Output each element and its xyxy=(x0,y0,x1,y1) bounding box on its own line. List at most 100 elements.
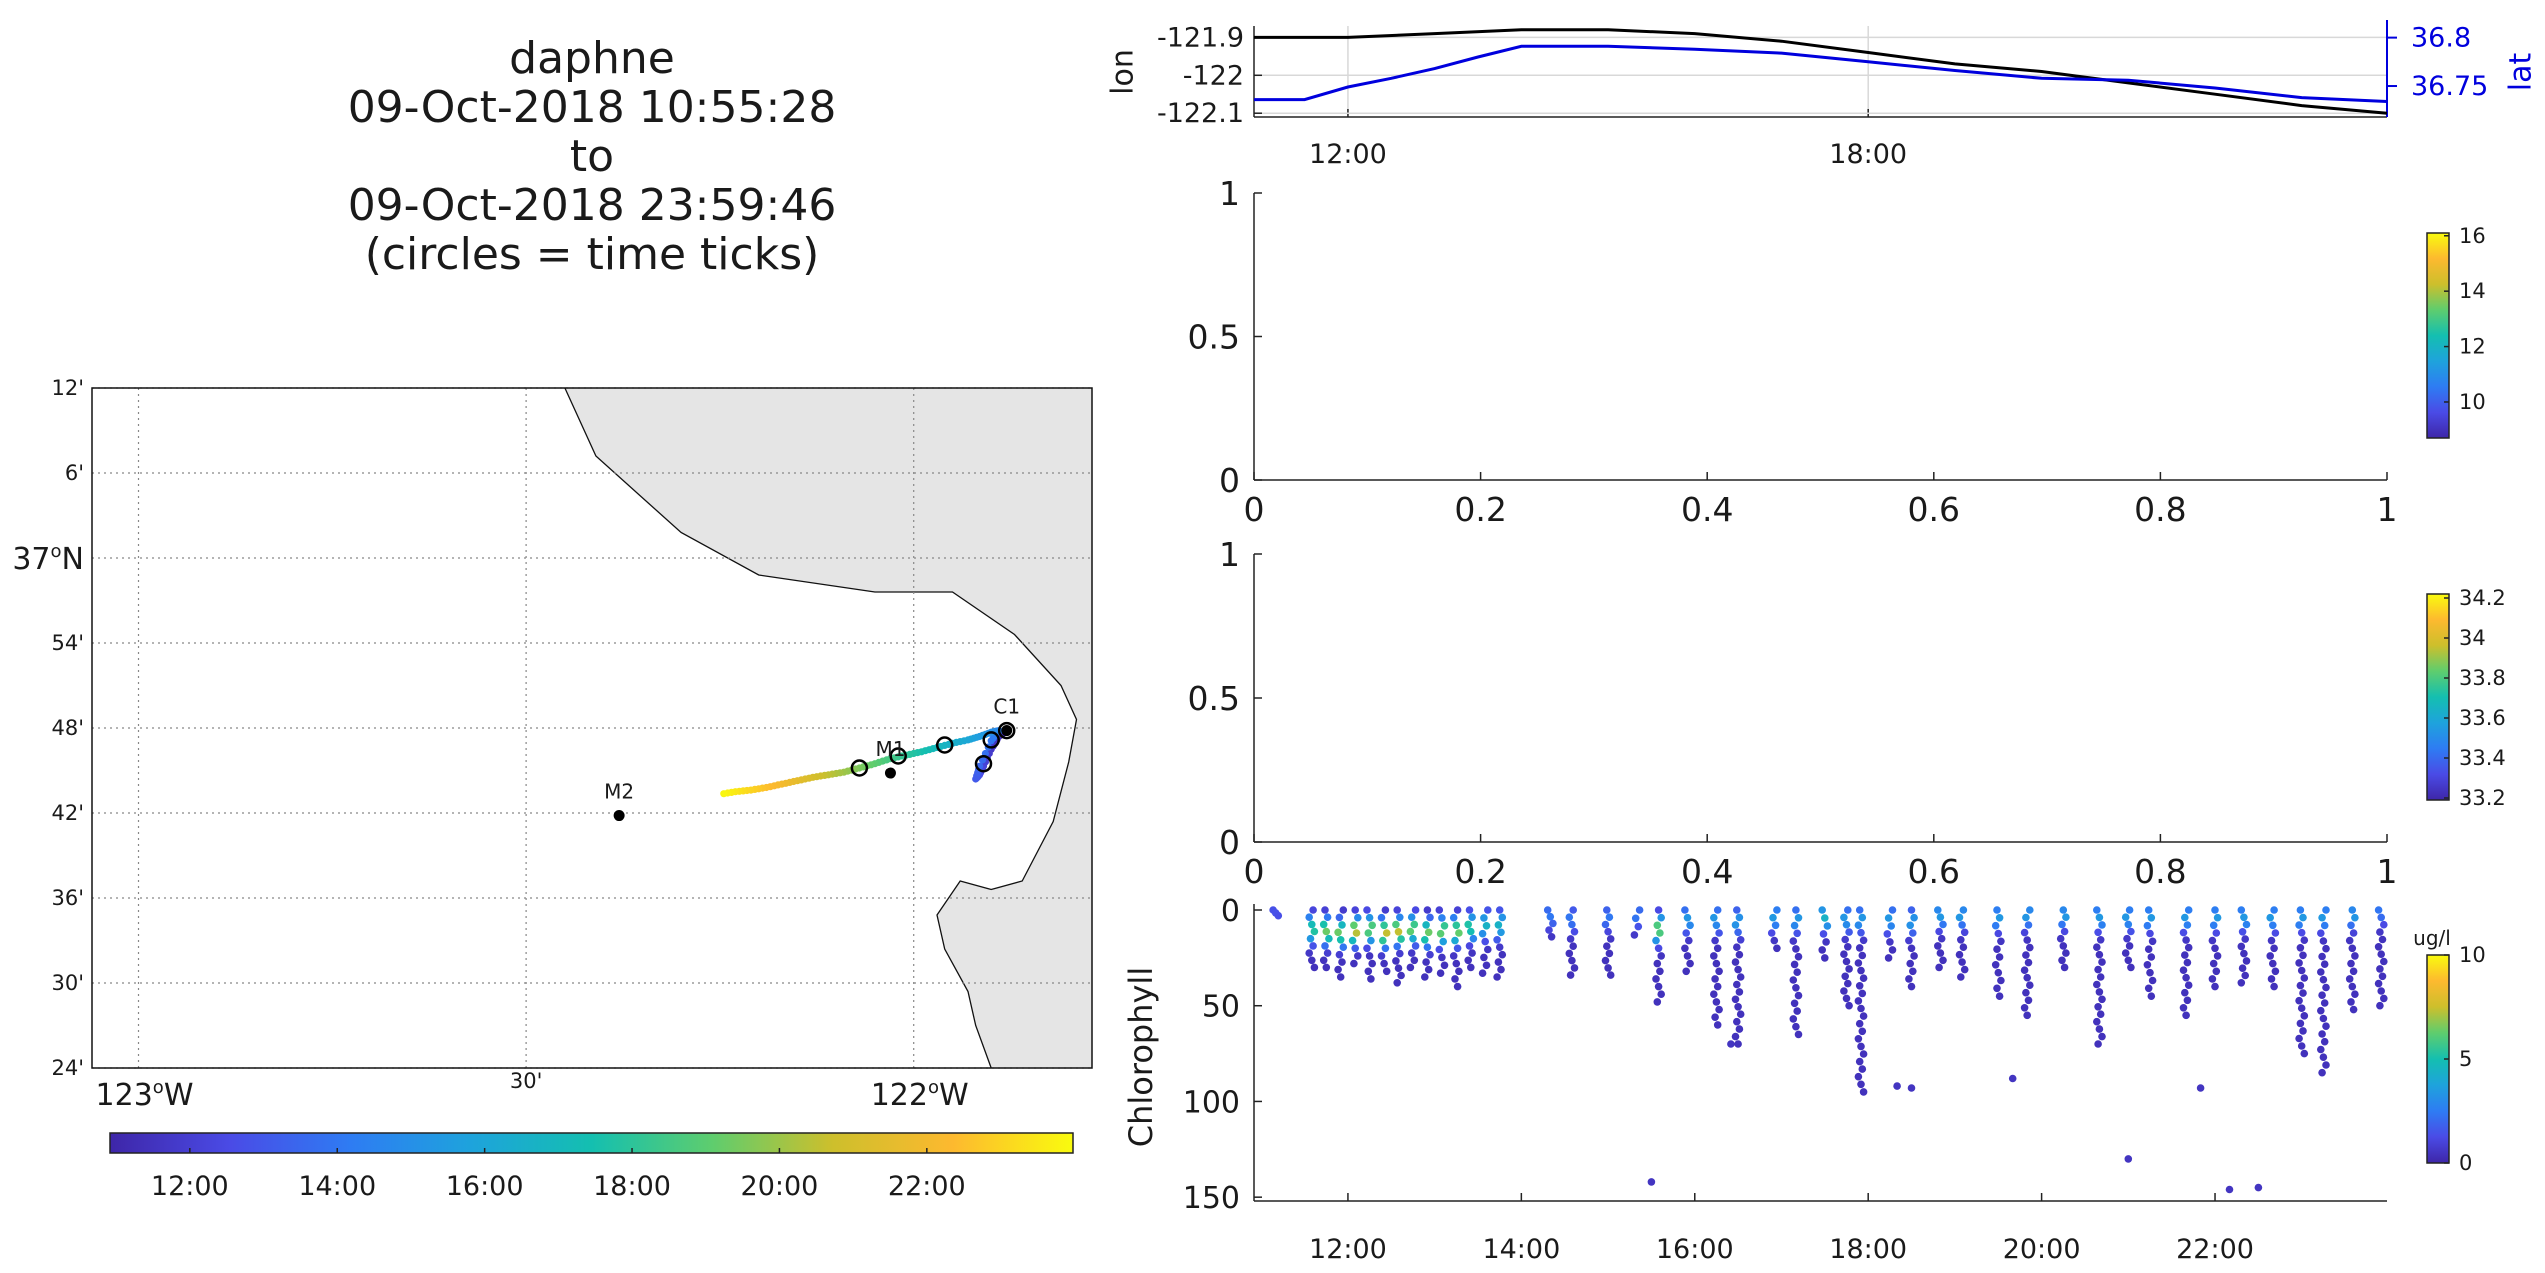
chl-point xyxy=(1686,921,1694,930)
panel2-colorbar-tick-label: 34.2 xyxy=(2459,586,2506,610)
chl-point xyxy=(1656,929,1664,937)
chl-point xyxy=(1818,946,1826,954)
chl-point xyxy=(2183,921,2192,929)
chl-point xyxy=(1792,906,1800,914)
chl-point xyxy=(1686,959,1694,968)
chl-point xyxy=(1934,906,1942,914)
chl-point xyxy=(2148,976,2157,985)
chl-point xyxy=(2242,920,2251,929)
chl-point xyxy=(1905,936,1913,945)
chl-point xyxy=(2182,936,2190,944)
chl-point xyxy=(1844,906,1852,914)
chl-point xyxy=(1424,928,1433,937)
chl-point xyxy=(1995,953,2004,961)
chl-point xyxy=(2146,929,2154,938)
chl-point xyxy=(1498,913,1507,922)
chl-point xyxy=(1484,906,1492,914)
chl-point xyxy=(1309,942,1317,950)
chl-point xyxy=(1482,961,1491,970)
chl-point xyxy=(2347,959,2355,968)
chl-point xyxy=(1423,943,1432,951)
position-y-tick-label-left: -122.1 xyxy=(1157,98,1244,129)
chl-point xyxy=(1435,945,1444,954)
chl-x-tick-label: 22:00 xyxy=(2176,1234,2254,1265)
map-lat-tick-label: 24' xyxy=(52,1056,85,1080)
chl-point xyxy=(1335,913,1344,922)
chl-point xyxy=(1543,906,1552,914)
chl-point xyxy=(1495,943,1504,951)
chl-point xyxy=(1406,927,1415,936)
chl-point xyxy=(1351,944,1359,953)
panel2-colorbar-bar xyxy=(2426,593,2450,801)
chl-point xyxy=(1790,921,1799,930)
chl-point xyxy=(2094,928,2102,937)
chl-x-tick-label: 14:00 xyxy=(1482,1234,1560,1265)
chl-point xyxy=(2225,1185,2234,1194)
chl-point xyxy=(1858,913,1867,922)
chl-point xyxy=(1549,919,1557,928)
chl-point xyxy=(1733,906,1741,914)
chl-point xyxy=(2271,929,2280,937)
map-lat-tick-label: 30' xyxy=(52,971,85,995)
chl-point xyxy=(1423,906,1432,914)
chl-point xyxy=(2211,944,2219,953)
map-frame xyxy=(91,387,1093,1069)
chl-point xyxy=(1991,961,2000,969)
chl-point xyxy=(2240,949,2248,958)
chl-point xyxy=(1855,982,1864,990)
chl-point xyxy=(1566,935,1575,943)
chl-point xyxy=(1382,929,1391,937)
chl-point xyxy=(2121,949,2130,957)
mooring-label: M2 xyxy=(604,780,634,804)
chl-point xyxy=(1859,1088,1868,1096)
chl-point xyxy=(1855,1019,1864,1028)
chl-point xyxy=(1634,922,1643,931)
chl-point xyxy=(1468,949,1476,957)
chl-point xyxy=(2317,929,2325,937)
chl-point xyxy=(1682,967,1690,976)
chl-point xyxy=(1455,967,1463,976)
chl-point xyxy=(1906,959,1914,968)
chl-point xyxy=(2121,913,2130,921)
chl-point xyxy=(2317,968,2325,976)
chl-point xyxy=(2267,975,2276,983)
chl-point xyxy=(1334,928,1342,937)
chl-point xyxy=(1823,922,1832,930)
map-lon-deg-value: 122 xyxy=(871,1078,928,1113)
chl-point xyxy=(1394,928,1403,936)
chl-point xyxy=(1818,906,1826,914)
chl-point xyxy=(2300,1012,2309,1020)
chl-point xyxy=(1844,943,1852,951)
chl-point xyxy=(1568,956,1576,965)
chl-point xyxy=(2322,1022,2330,1030)
chl-point xyxy=(1497,965,1505,974)
chl-point xyxy=(2269,921,2277,930)
chl-point xyxy=(2297,966,2306,975)
chl-point xyxy=(2377,950,2385,958)
chl-point xyxy=(2211,982,2219,991)
chl-point xyxy=(1859,1012,1868,1020)
chl-point xyxy=(1713,982,1722,991)
chl-point xyxy=(1685,936,1693,945)
chl-point xyxy=(1467,963,1475,972)
chl-point xyxy=(2124,956,2133,965)
chl-point xyxy=(1735,1025,1744,1033)
chl-point xyxy=(2060,963,2069,972)
chl-point xyxy=(2238,928,2247,936)
chl-point xyxy=(2056,934,2065,943)
chl-point xyxy=(2269,959,2277,968)
chl-point xyxy=(1789,937,1798,945)
chl-point xyxy=(2208,936,2217,945)
chl-point xyxy=(1995,992,2004,1000)
chl-point xyxy=(2144,945,2153,953)
chl-point xyxy=(1711,936,1719,945)
chl-point xyxy=(2320,921,2329,930)
position-x-tick-label: 18:00 xyxy=(1829,139,1907,170)
chl-point xyxy=(2295,921,2303,929)
chl-point xyxy=(1935,927,1943,936)
chl-point xyxy=(1422,958,1430,966)
chl-point xyxy=(1957,936,1965,944)
chl-y-tick-label: 150 xyxy=(1183,1181,1240,1216)
chl-point xyxy=(2098,921,2106,929)
chl-point xyxy=(1653,921,1662,930)
